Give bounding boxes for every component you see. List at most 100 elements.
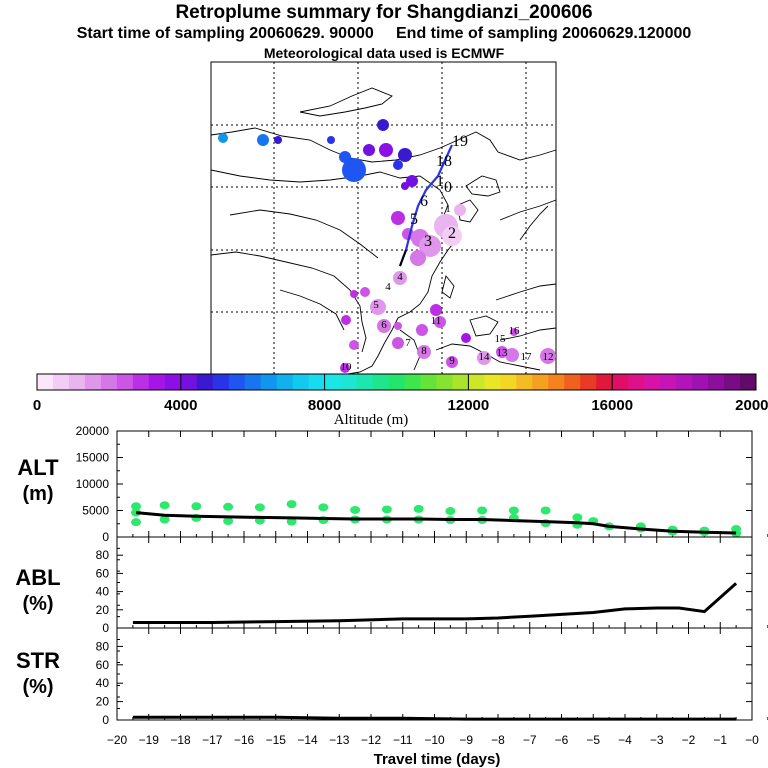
colorbar-tick-label: 20000 — [735, 397, 768, 414]
colorbar-swatch — [500, 374, 517, 390]
x-tick-label: −6 — [555, 733, 569, 747]
colorbar-tick-labels: 0 4000 8000 12000 16000 20000 — [33, 397, 768, 414]
trajectory-label: 6 — [420, 193, 428, 210]
colorbar-swatch — [260, 374, 278, 390]
panel-unit: (%) — [22, 676, 53, 698]
x-tick-label: −15 — [266, 733, 287, 747]
x-tick-label: −10 — [424, 733, 445, 747]
y-tick-label: 20000 — [76, 424, 110, 438]
trajectory-label: 1 — [436, 173, 444, 190]
trajectory-label: 4 — [385, 281, 391, 293]
scatter-point — [223, 517, 234, 526]
colorbar-swatch — [564, 374, 581, 390]
scatter-point — [254, 503, 265, 512]
colorbar-swatch — [372, 374, 390, 390]
y-tick-label: 10000 — [76, 477, 110, 491]
colorbar-swatch — [228, 374, 246, 390]
x-tick-label: −14 — [297, 733, 318, 747]
colorbar-swatch — [660, 374, 677, 390]
colorbar-swatch — [404, 374, 421, 390]
colorbar-swatch — [308, 374, 326, 390]
colorbar-tick-label: 4000 — [164, 397, 197, 414]
colorbar-tick-label: 12000 — [448, 397, 490, 414]
trajectory-label: 7 — [405, 337, 411, 349]
x-tick-label: −18 — [170, 733, 191, 747]
colorbar-swatch — [164, 374, 182, 390]
y-tick-label: 60 — [96, 658, 110, 672]
scatter-point — [286, 500, 297, 509]
colorbar-tick-label: 16000 — [591, 397, 633, 414]
colorbar-swatch — [292, 374, 310, 390]
sampling-times: Start time of sampling 20060629. 90000 E… — [76, 25, 692, 42]
scatter-point — [540, 506, 551, 515]
x-tick-label: −8 — [491, 733, 505, 747]
chart-title: Retroplume summary for Shangdianzi_20060… — [175, 2, 593, 23]
series-line — [135, 511, 737, 535]
scatter-point — [318, 503, 329, 512]
y-tick-label: 0 — [102, 713, 109, 727]
trajectory-label: 15 — [495, 333, 507, 345]
x-tick-label: −1 — [713, 733, 727, 747]
mean-trajectory — [398, 144, 453, 267]
colorbar-tick-label: 0 — [33, 397, 41, 414]
colorbar-swatch — [548, 374, 565, 390]
panel-label: ALT — [17, 455, 59, 480]
trajectory-label: 9 — [449, 355, 455, 367]
colorbar-swatch — [724, 374, 741, 390]
scatter-point — [477, 506, 488, 515]
scatter-point — [131, 502, 142, 511]
x-tick-label: −3 — [650, 733, 664, 747]
trajectory-label: 14 — [479, 351, 491, 363]
colorbar-swatch — [436, 374, 453, 390]
colorbar-swatch — [132, 374, 150, 390]
scatter-point — [572, 513, 583, 522]
colorbar-swatch — [708, 374, 725, 390]
abl-panel: 80 60 40 20 0 ABL (%) — [15, 536, 768, 635]
trajectory-label: 11 — [431, 315, 442, 327]
x-tick-label: −7 — [523, 733, 537, 747]
colorbar-swatch — [628, 374, 645, 390]
y-tick-label: 15000 — [76, 451, 110, 465]
trajectory-label: 17 — [521, 351, 533, 363]
colorbar-tick-label: 8000 — [308, 397, 341, 414]
trajectory-label: 6 — [381, 319, 387, 331]
colorbar-swatch — [276, 374, 294, 390]
trajectory-label: 4 — [397, 271, 403, 283]
colorbar-swatch — [212, 374, 230, 390]
colorbar-swatch — [100, 374, 118, 390]
y-tick-label: 20 — [96, 603, 110, 617]
scatter-point — [131, 508, 142, 517]
trajectory-label: 16 — [509, 325, 521, 337]
trajectory-label: 10 — [341, 361, 353, 373]
trajectory-label: 2 — [448, 225, 456, 242]
trajectory-label: 0 — [444, 179, 452, 196]
panel-label: STR — [16, 648, 60, 673]
trajectory-label: 18 — [436, 153, 452, 170]
altitude-colorbar — [36, 373, 757, 391]
x-tick-label: −20 — [107, 733, 128, 747]
colorbar-swatch — [532, 374, 549, 390]
panel-frame — [116, 627, 753, 721]
colorbar-swatch — [324, 374, 342, 390]
scatter-point — [508, 506, 519, 515]
scatter-point — [131, 518, 142, 527]
alt-panel: 20000 15000 10000 5000 0 ALT (m) — [17, 424, 768, 544]
scatter-point — [223, 502, 234, 511]
x-tick-label: −17 — [202, 733, 223, 747]
x-tick-label: −0 — [745, 733, 759, 747]
x-tick-label: −4 — [618, 733, 632, 747]
colorbar-swatch — [596, 374, 613, 390]
x-tick-label: −12 — [361, 733, 382, 747]
colorbar-swatch — [612, 374, 629, 390]
panel-unit: (m) — [22, 483, 53, 505]
x-tick-label: −2 — [682, 733, 696, 747]
panel-unit: (%) — [22, 593, 53, 615]
x-tick-label: −19 — [139, 733, 160, 747]
colorbar-swatch — [420, 374, 437, 390]
y-tick-label: 0 — [102, 621, 109, 635]
colorbar-swatch — [692, 374, 709, 390]
colorbar-swatch — [468, 374, 485, 390]
colorbar-swatch — [644, 374, 661, 390]
